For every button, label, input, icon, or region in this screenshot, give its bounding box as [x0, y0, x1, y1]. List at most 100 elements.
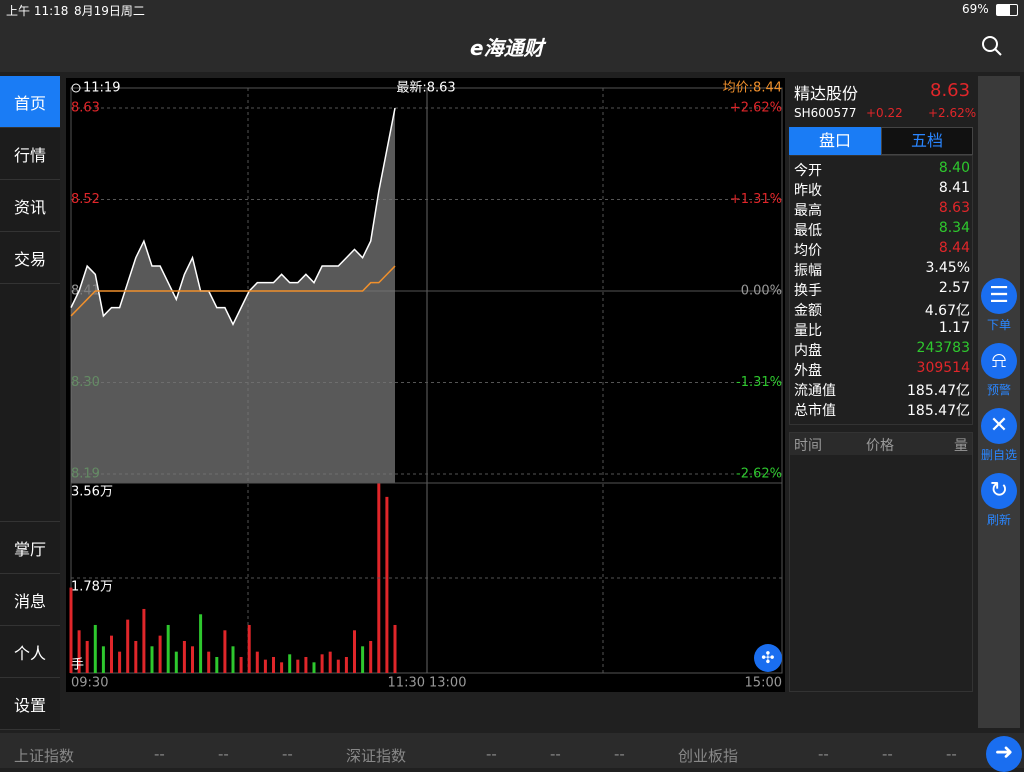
status-date: 8月19日周二 [74, 4, 145, 18]
ticker-next[interactable]: ➜ [986, 736, 1022, 772]
y2-tick-label: +2.62% [730, 101, 782, 116]
volume-bar [231, 646, 235, 673]
y-tick-label: 8.52 [71, 192, 100, 207]
action[interactable]: ✕ 删自选 [979, 408, 1019, 463]
quote-row: 金额 4.67亿 [794, 300, 970, 320]
index-name: 上证指数 [14, 747, 75, 765]
volume-bar [93, 624, 97, 673]
volume-tick-label: 3.56万 [71, 485, 113, 500]
index-value: -- [946, 745, 957, 763]
volume-unit: 手 [71, 658, 84, 673]
price-area [71, 108, 395, 483]
quote-label: 外盘 [794, 363, 822, 379]
index-value: -- [550, 745, 561, 763]
search-icon[interactable] [980, 34, 1004, 58]
action-label: 下单 [986, 318, 1011, 332]
volume-bar [353, 630, 356, 673]
quote-value: 8.41 [938, 180, 970, 196]
index-value: -- [882, 745, 893, 763]
quote-row: 均价 8.44 [794, 240, 970, 260]
index-name: 创业板指 [678, 747, 739, 765]
index-value: -- [218, 745, 229, 763]
trades-box [789, 432, 973, 692]
volume-bar [85, 640, 89, 673]
quote-box [789, 155, 973, 425]
quote-row: 流通值 185.47亿 [794, 380, 970, 400]
action[interactable]: ⍾ 预警 [979, 343, 1019, 398]
volume-bar [174, 651, 178, 673]
index-value: -- [282, 745, 293, 763]
trades-header: 价格 [866, 438, 894, 454]
quote-value: 4.67亿 [924, 303, 970, 319]
volume-bar [288, 654, 292, 673]
volume-bar [166, 624, 170, 673]
nav-item[interactable]: 设置 [0, 677, 60, 730]
volume-bar [336, 659, 340, 673]
chart-avg: 均价:8.44 [723, 81, 782, 96]
volume-bar [142, 608, 146, 673]
quote-label: 内盘 [794, 343, 822, 359]
quote-row: 内盘 243783 [794, 340, 970, 360]
volume-bar [320, 654, 324, 673]
quote-value: 185.47亿 [907, 403, 970, 419]
nav-item[interactable]: 掌厅 [0, 521, 60, 574]
nav-item[interactable]: 资讯 [0, 180, 60, 232]
quote-value: 8.34 [938, 220, 970, 236]
battery: 69% [962, 2, 989, 16]
volume-bar [385, 496, 389, 673]
quote-label: 金额 [794, 303, 822, 319]
action[interactable]: ↻ 刷新 [979, 473, 1019, 528]
quote-row: 量比 1.17 [794, 320, 970, 340]
action[interactable]: ☰ 下单 [979, 278, 1019, 333]
nav-item[interactable]: 个人 [0, 625, 60, 678]
chart-latest: 最新:8.63 [396, 80, 455, 96]
stock-name: 精达股份 [794, 84, 859, 103]
quote-row: 振幅 3.45% [794, 260, 970, 280]
quote-label: 换手 [794, 283, 822, 299]
volume-bar [255, 651, 259, 673]
nav-item[interactable]: 首页 [0, 76, 60, 128]
quote-label: 最低 [794, 223, 822, 239]
x-tick-label: 09:30 [71, 676, 108, 691]
quote-row: 外盘 309514 [794, 360, 970, 380]
nav-item[interactable]: 交易 [0, 232, 60, 284]
status-time: 上午 11:18 [6, 4, 69, 18]
stock-price: 8.63 [930, 80, 971, 101]
quote-row: 昨收 8.41 [794, 180, 970, 200]
quote-value: 185.47亿 [907, 383, 970, 399]
quote-label: 均价 [794, 243, 822, 259]
action-label: 刷新 [986, 513, 1011, 527]
volume-bar [118, 651, 122, 673]
volume-bar [182, 640, 186, 673]
zoom-button[interactable]: ✣ [754, 644, 782, 672]
volume-bar [126, 619, 130, 673]
volume-bar [369, 640, 373, 673]
volume-tick-label: 1.78万 [71, 580, 113, 595]
quote-value: 8.44 [938, 240, 970, 256]
quote-row: 最高 8.63 [794, 200, 970, 220]
tab[interactable]: 盘口 [789, 127, 881, 155]
action-label: 删自选 [980, 448, 1017, 462]
volume-bar [69, 587, 73, 673]
volume-bar [191, 646, 194, 673]
volume-bar [304, 656, 308, 673]
volume-bar [239, 656, 243, 673]
ticker-bar [0, 733, 1024, 768]
clock-icon [71, 83, 81, 93]
quote-row: 今开 8.40 [794, 160, 970, 180]
volume-bar [134, 640, 138, 673]
y2-tick-label: +1.31% [730, 192, 782, 207]
quote-label: 最高 [794, 203, 822, 219]
quote-label: 振幅 [794, 263, 822, 279]
y2-tick-label: -2.62% [736, 467, 782, 482]
nav-item[interactable]: 消息 [0, 573, 60, 626]
quote-value: 8.40 [938, 160, 970, 176]
nav-item[interactable]: 行情 [0, 128, 60, 180]
index-value: -- [818, 745, 829, 763]
volume-bar [272, 656, 275, 673]
volume-bar [296, 659, 300, 673]
tab[interactable]: 五档 [881, 127, 973, 155]
volume-bar [199, 614, 203, 673]
quote-value: 2.57 [938, 280, 970, 296]
